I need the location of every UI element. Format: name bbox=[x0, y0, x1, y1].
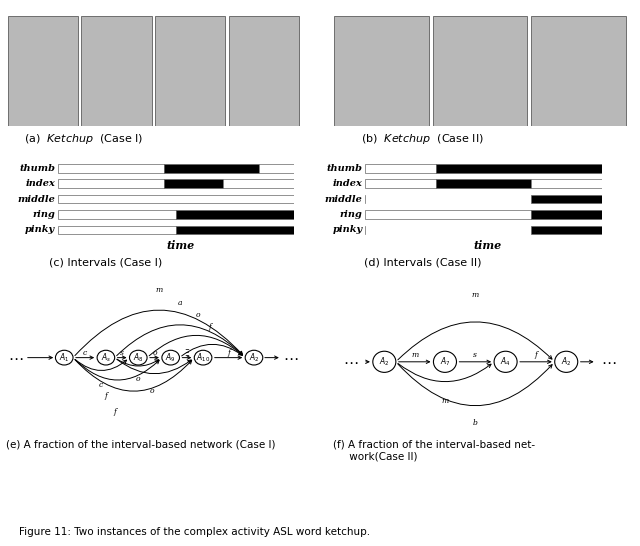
Bar bbox=[433, 16, 527, 126]
Text: $A_{2}$: $A_{2}$ bbox=[379, 355, 390, 368]
Text: m: m bbox=[156, 286, 163, 294]
Text: $A_{s}$: $A_{s}$ bbox=[100, 352, 111, 364]
Bar bbox=[531, 16, 626, 126]
Text: (f) A fraction of the interval-based net-
     work(Case II): (f) A fraction of the interval-based net… bbox=[333, 440, 535, 461]
Text: (b)  $\it{Ketchup}$  (Case II): (b) $\it{Ketchup}$ (Case II) bbox=[361, 132, 484, 146]
Text: a: a bbox=[178, 299, 182, 307]
Text: $A_{8}$: $A_{8}$ bbox=[133, 352, 143, 364]
Bar bbox=[58, 180, 164, 188]
Text: o: o bbox=[152, 349, 157, 357]
Text: ring: ring bbox=[33, 210, 55, 219]
Text: s: s bbox=[120, 349, 124, 357]
Text: $A_{4}$: $A_{4}$ bbox=[500, 355, 511, 368]
Bar bbox=[164, 164, 259, 173]
Text: f: f bbox=[104, 393, 108, 400]
Bar bbox=[436, 164, 602, 173]
Text: $\cdots$: $\cdots$ bbox=[284, 350, 299, 365]
Text: o: o bbox=[150, 387, 154, 395]
Bar bbox=[176, 210, 294, 219]
Text: time: time bbox=[474, 240, 502, 251]
Text: index: index bbox=[26, 179, 55, 188]
Text: Figure 11: Two instances of the complex activity ASL word ketchup.: Figure 11: Two instances of the complex … bbox=[19, 527, 371, 537]
Text: pinky: pinky bbox=[25, 225, 55, 234]
Text: time: time bbox=[166, 240, 195, 251]
Bar bbox=[334, 16, 429, 126]
Bar bbox=[81, 16, 152, 126]
Text: $\Xi$: $\Xi$ bbox=[184, 347, 190, 358]
Text: f: f bbox=[534, 351, 538, 359]
Text: (a)  $\it{Ketchup}$  (Case I): (a) $\it{Ketchup}$ (Case I) bbox=[24, 132, 143, 146]
Text: $A_{7}$: $A_{7}$ bbox=[440, 355, 451, 368]
Bar bbox=[58, 164, 164, 173]
Text: middle: middle bbox=[324, 194, 362, 204]
Text: b: b bbox=[473, 419, 477, 427]
Text: middle: middle bbox=[17, 194, 55, 204]
Text: f: f bbox=[209, 323, 211, 330]
Bar bbox=[259, 164, 294, 173]
Text: $A_{2}$: $A_{2}$ bbox=[249, 352, 259, 364]
Text: $A_{2}$: $A_{2}$ bbox=[561, 355, 572, 368]
Text: $\cdots$: $\cdots$ bbox=[8, 350, 24, 365]
Text: index: index bbox=[333, 179, 362, 188]
Text: thumb: thumb bbox=[19, 164, 55, 173]
Bar bbox=[228, 16, 299, 126]
Bar bbox=[531, 195, 602, 203]
Text: $\cdots$: $\cdots$ bbox=[343, 354, 358, 369]
Text: $A_{1}$: $A_{1}$ bbox=[59, 352, 70, 364]
Text: m: m bbox=[442, 397, 449, 405]
Text: $A_{9}$: $A_{9}$ bbox=[165, 352, 176, 364]
Bar bbox=[155, 16, 225, 126]
Text: m: m bbox=[411, 351, 419, 359]
Bar bbox=[365, 180, 436, 188]
Text: s: s bbox=[474, 351, 477, 359]
Bar bbox=[531, 225, 602, 234]
Text: o: o bbox=[196, 311, 201, 319]
Bar bbox=[365, 210, 531, 219]
Bar bbox=[531, 210, 602, 219]
Text: pinky: pinky bbox=[332, 225, 362, 234]
Text: (d) Intervals (Case II): (d) Intervals (Case II) bbox=[364, 257, 481, 267]
Text: m: m bbox=[472, 291, 479, 299]
Bar bbox=[176, 225, 294, 234]
Text: f: f bbox=[114, 408, 116, 416]
Bar bbox=[164, 180, 223, 188]
Text: (e) A fraction of the interval-based network (Case I): (e) A fraction of the interval-based net… bbox=[6, 440, 276, 449]
Bar bbox=[365, 164, 436, 173]
Bar bbox=[58, 195, 294, 203]
Text: o: o bbox=[136, 375, 141, 383]
Text: c: c bbox=[99, 381, 104, 389]
Bar bbox=[223, 180, 294, 188]
Text: ring: ring bbox=[340, 210, 362, 219]
Text: (c) Intervals (Case I): (c) Intervals (Case I) bbox=[49, 257, 162, 267]
Bar bbox=[436, 180, 531, 188]
Bar bbox=[58, 210, 176, 219]
Bar bbox=[531, 180, 602, 188]
Text: $A_{10}$: $A_{10}$ bbox=[196, 352, 210, 364]
Text: thumb: thumb bbox=[326, 164, 362, 173]
Text: $\cdots$: $\cdots$ bbox=[601, 354, 616, 369]
Text: f: f bbox=[227, 349, 230, 357]
Bar bbox=[8, 16, 78, 126]
Text: c: c bbox=[83, 349, 87, 357]
Bar bbox=[58, 225, 176, 234]
